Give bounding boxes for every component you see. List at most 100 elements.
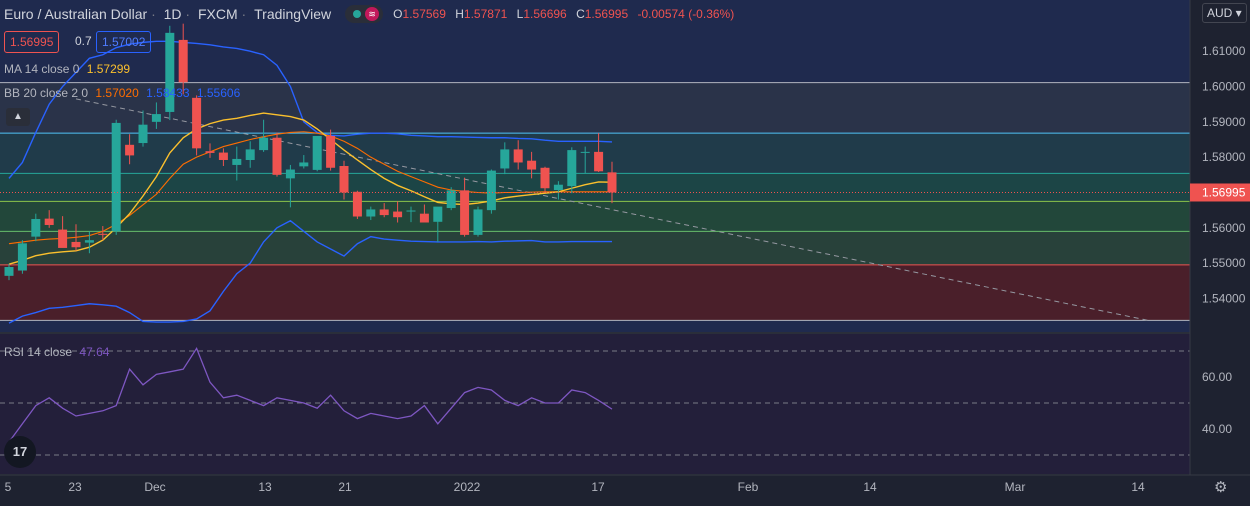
tradingview-logo[interactable]: 17 (4, 436, 36, 468)
candle-body (567, 150, 577, 187)
time-axis-label: 13 (258, 480, 272, 494)
currency-label: AUD (1207, 6, 1233, 20)
candle (31, 213, 41, 242)
price-axis-label: 1.55000 (1202, 256, 1246, 270)
candle-body (31, 218, 41, 237)
candle (138, 110, 148, 147)
candle (567, 147, 577, 194)
candle (352, 190, 362, 219)
last-price-label-bg (1190, 183, 1250, 202)
candle-body (460, 190, 470, 235)
candle (58, 216, 68, 248)
candle-body (272, 137, 282, 175)
candle-body (111, 122, 121, 232)
price-axis-bg (1190, 0, 1250, 501)
candle-body (165, 32, 175, 112)
rsi-legend[interactable]: RSI 14 close 47.64 (4, 345, 109, 359)
rsi-line (8, 346, 613, 443)
price-zone (0, 231, 1190, 265)
buy-button[interactable]: 1.57002 (96, 31, 152, 53)
candle (446, 187, 456, 211)
candle-body (84, 240, 94, 243)
candle-body (406, 210, 416, 212)
candle (580, 146, 590, 174)
time-axis-label: Mar (1005, 480, 1026, 494)
ohlc-open: 1.57569 (402, 7, 446, 21)
candle-body (366, 209, 376, 217)
candle (500, 142, 510, 175)
candle-body (218, 152, 228, 160)
candle (111, 119, 121, 235)
ohlc-high: 1.57871 (463, 7, 508, 21)
candle-body (326, 135, 336, 168)
bb-basis-line (8, 131, 612, 245)
last-price-label-text: 1.56995 (1202, 185, 1246, 199)
candle (339, 160, 349, 200)
ohlc-change: -0.00574 (-0.36%) (637, 7, 735, 21)
ohlc-values: O1.57569 H1.57871 L1.56696 C1.56995 -0.0… (393, 7, 735, 21)
header-separator: · (237, 6, 251, 22)
bb-upper-line (8, 40, 613, 179)
symbol-name[interactable]: Euro / Australian Dollar (4, 6, 148, 22)
candle (245, 141, 255, 168)
currency-selector[interactable]: AUD ▾ (1202, 3, 1247, 23)
candle-body (393, 211, 403, 218)
collapse-legend-button[interactable]: ▲ (6, 108, 30, 126)
rsi-axis-label: 40.00 (1202, 422, 1232, 436)
candle-body (98, 233, 108, 235)
time-axis-label: Dec (144, 480, 165, 494)
time-axis-label: 21 (338, 480, 352, 494)
ma-legend[interactable]: MA 14 close 0 1.57299 (4, 62, 130, 76)
candle-body (245, 149, 255, 160)
candle-body (125, 144, 135, 156)
candle (259, 119, 269, 152)
candle (299, 155, 309, 169)
time-axis-label: 14 (1131, 480, 1145, 494)
interval[interactable]: 1D (163, 6, 182, 22)
candle (285, 164, 295, 208)
candle (98, 226, 108, 241)
bb-legend[interactable]: BB 20 close 2 0 1.57020 1.58433 1.55606 (4, 86, 240, 100)
candle (460, 177, 470, 237)
candle (272, 132, 282, 177)
candle (71, 224, 81, 251)
chart-header: Euro / Australian Dollar · 1D · FXCM · T… (0, 0, 740, 28)
candle-body (379, 209, 389, 216)
candle (419, 204, 429, 223)
sell-button[interactable]: 1.56995 (4, 31, 60, 53)
candle-body (580, 151, 590, 153)
price-axis-label: 1.59000 (1202, 115, 1246, 129)
market-status[interactable]: ≋ (345, 5, 384, 23)
candle (540, 166, 550, 193)
trendline (75, 98, 1149, 321)
candle-body (4, 267, 14, 276)
candle-body (540, 167, 550, 189)
candle (326, 129, 336, 171)
candle-body (138, 124, 148, 144)
time-axis-label: Feb (738, 480, 759, 494)
candle (393, 201, 403, 223)
ma-line (8, 112, 613, 265)
candle (205, 143, 215, 158)
candle (366, 206, 376, 221)
exchange: FXCM (198, 6, 238, 22)
candle (486, 169, 496, 214)
candle (178, 23, 188, 95)
candle (553, 181, 563, 200)
settings-gear-icon[interactable]: ⚙ (1214, 479, 1228, 496)
time-axis-label: 17 (591, 480, 605, 494)
candle-body (17, 243, 27, 271)
last-price-label: 1.56995 (1190, 183, 1250, 202)
header-separator: · (181, 6, 194, 22)
data-source: TradingView (254, 6, 332, 22)
candle-body (553, 184, 563, 191)
bb-legend-upper: 1.58433 (146, 86, 190, 100)
ohlc-close: 1.56995 (584, 7, 629, 21)
candle-body (607, 172, 617, 193)
candle-body (339, 166, 349, 193)
candle-body (352, 191, 362, 217)
candle-body (513, 149, 523, 163)
rsi-axis-label: 60.00 (1202, 370, 1232, 384)
